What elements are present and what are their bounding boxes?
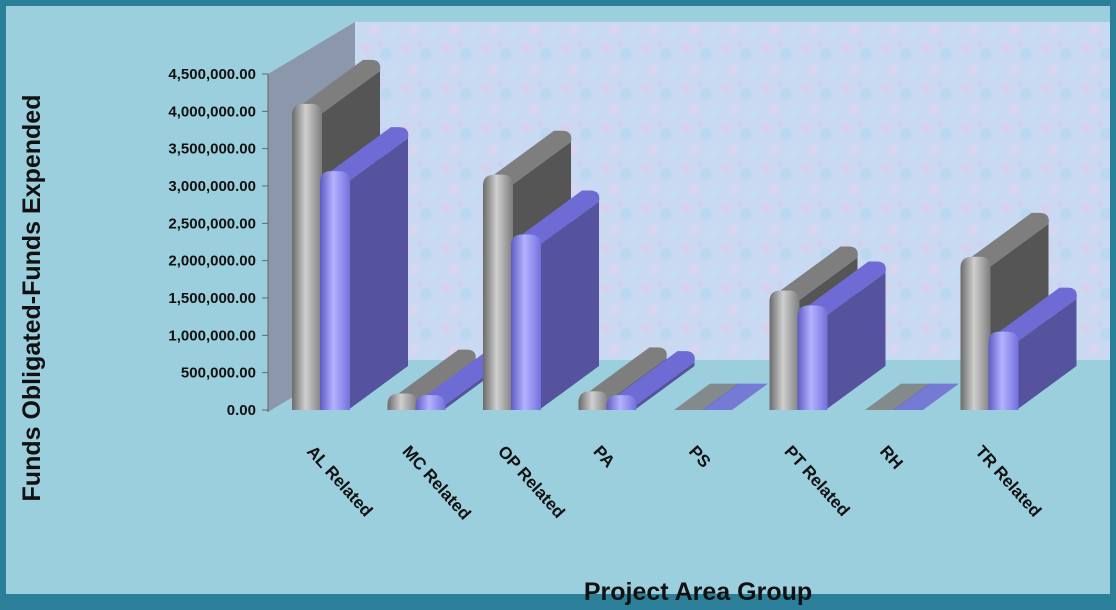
bar <box>797 261 886 410</box>
y-tick-label: 4,500,000.00 <box>168 66 256 83</box>
x-category-label: AL Related <box>303 442 376 520</box>
x-category-label: PT Related <box>781 442 854 520</box>
y-axis-ticks: 0.00 500,000.00 1,000,000.00 1,500,000.00 2,… <box>168 66 268 419</box>
bar-top <box>331 127 409 183</box>
x-category-label: MC Related <box>399 442 475 524</box>
y-tick-label: 1,000,000.00 <box>168 327 256 344</box>
bar-side <box>825 272 886 410</box>
bar-top <box>303 59 381 115</box>
bar-top <box>522 190 600 246</box>
bar-top <box>865 383 931 410</box>
bar-top <box>674 383 740 410</box>
bar <box>865 383 931 410</box>
bar-front <box>387 393 418 410</box>
x-category-label: TR Related <box>972 442 1046 521</box>
bar-side <box>539 201 599 410</box>
y-axis-title: Funds Obligated-Funds Expended <box>18 95 46 502</box>
bar-side <box>348 138 408 411</box>
y-tick-label: 3,000,000.00 <box>168 178 256 195</box>
bar-front <box>769 290 800 410</box>
bar-top <box>702 383 768 410</box>
bar-top <box>999 287 1077 343</box>
bar-top <box>971 212 1049 268</box>
bar-top <box>780 246 858 302</box>
bar <box>320 127 409 411</box>
bar-front <box>320 171 350 410</box>
bar-top <box>617 351 695 407</box>
x-category-label: PS <box>685 442 714 472</box>
bar-top <box>893 383 959 410</box>
y-tick-label: 1,500,000.00 <box>168 290 256 307</box>
x-category-label: OP Related <box>494 442 569 522</box>
bar-top <box>589 347 667 403</box>
bar-front <box>415 395 446 410</box>
bar-side <box>634 362 695 410</box>
bars-layer <box>292 59 1077 411</box>
bar-side <box>1016 298 1077 410</box>
y-tick-label: 4,000,000.00 <box>168 103 256 120</box>
bar <box>893 383 959 410</box>
x-axis-title: Project Area Group <box>584 578 812 606</box>
x-category-label: PA <box>590 442 619 471</box>
bar <box>702 383 768 410</box>
y-tick-label: 2,000,000.00 <box>168 253 256 270</box>
y-tick-label: 500,000.00 <box>181 365 256 382</box>
bar-front <box>988 331 1019 410</box>
bar-top <box>494 130 572 186</box>
bar-front <box>960 256 991 410</box>
bar <box>511 190 600 410</box>
category-labels: AL Related MC Related OP Related PA PS PT Rel… <box>303 442 1045 524</box>
bar-front <box>511 234 541 410</box>
y-tick-label: 2,500,000.00 <box>168 215 256 232</box>
bar-front <box>292 103 322 410</box>
bar-top <box>808 261 886 317</box>
y-tick-label: 0.00 <box>227 402 256 419</box>
y-tick-label: 3,500,000.00 <box>168 141 256 158</box>
bar <box>988 287 1077 410</box>
bar-front <box>797 305 828 410</box>
x-category-label: RH <box>876 442 907 473</box>
bar <box>606 351 695 410</box>
bar-front <box>578 391 609 410</box>
bar-top <box>398 349 476 405</box>
bar-front <box>483 174 513 410</box>
bar-front <box>606 395 637 410</box>
bar <box>674 383 740 410</box>
